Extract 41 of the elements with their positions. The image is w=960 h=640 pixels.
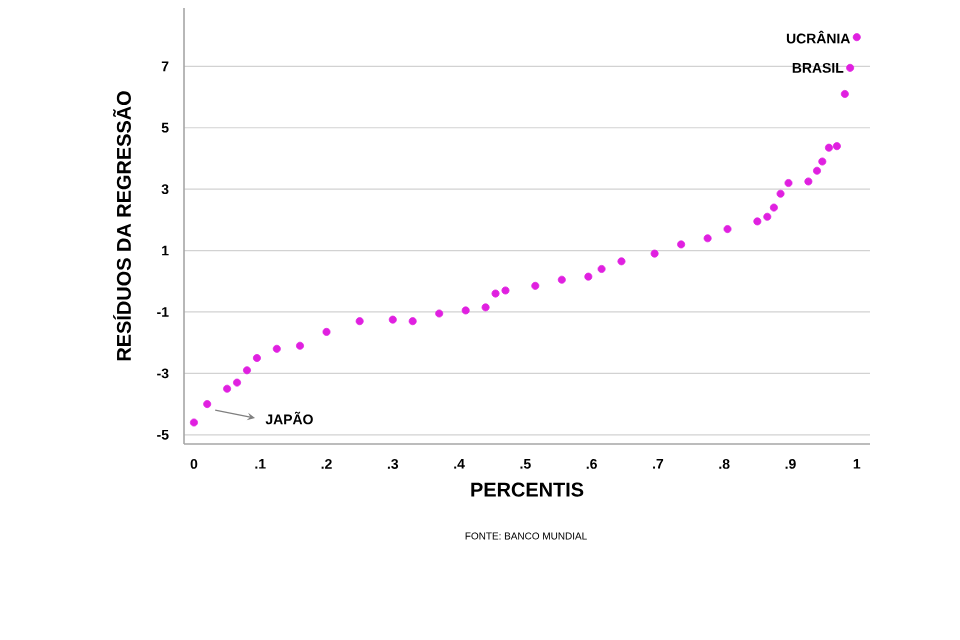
point [769,203,778,212]
point [252,354,261,363]
point [753,217,762,226]
point [832,142,841,151]
point [322,327,331,336]
point [813,166,821,175]
point [677,240,686,249]
point [461,306,470,315]
point [723,225,732,234]
point [784,179,793,187]
point [852,33,861,42]
point [355,317,364,326]
point [242,366,251,375]
point [481,303,490,312]
point [272,344,281,353]
point [557,275,566,284]
point [763,212,772,221]
point [846,63,855,72]
point [233,378,242,387]
point [584,272,593,281]
point [435,309,444,318]
point [840,89,849,98]
point [703,234,712,243]
point [203,400,212,409]
point [617,257,626,266]
point [824,143,833,152]
point [650,249,659,258]
point [818,157,827,166]
y-axis-title: RESÍDUOS DA REGRESSÃO [113,91,131,361]
point [776,189,785,198]
point [189,418,198,427]
point [296,341,304,350]
point [408,317,417,326]
point [597,264,606,273]
x-axis-title: PERCENTIS [471,482,584,497]
point [388,315,397,324]
point [223,384,232,393]
point [804,177,813,186]
point [491,289,500,298]
point [501,286,510,295]
point [531,281,540,290]
